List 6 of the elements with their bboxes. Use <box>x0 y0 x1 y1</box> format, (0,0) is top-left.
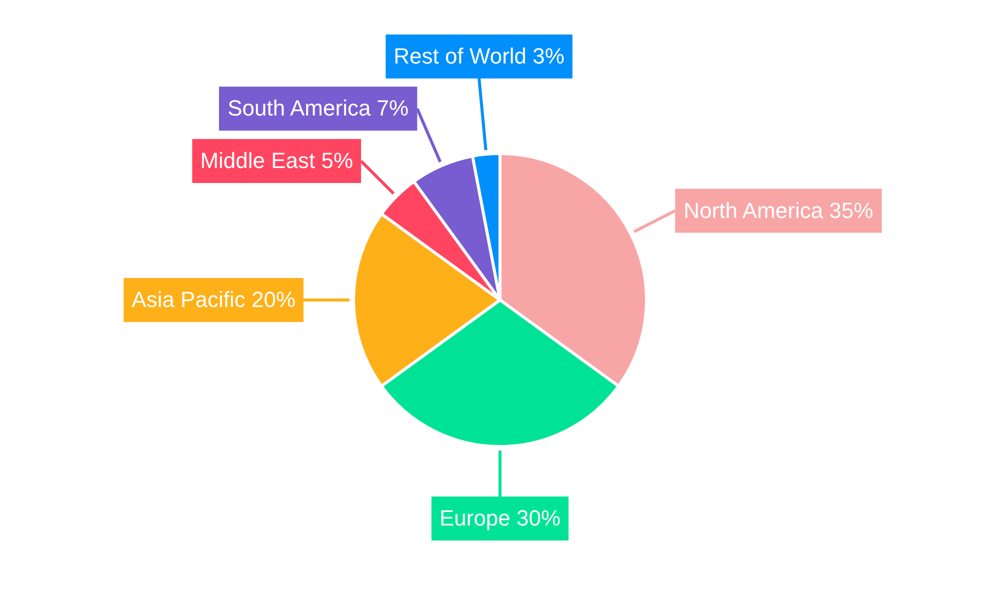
slice-label: Rest of World 3% <box>394 44 564 69</box>
slice-label: North America 35% <box>684 198 874 223</box>
slice-label: Europe 30% <box>439 506 561 531</box>
slice-label: Asia Pacific 20% <box>132 287 296 312</box>
slice-label: South America 7% <box>228 96 409 121</box>
slice-label: Middle East 5% <box>200 148 354 174</box>
